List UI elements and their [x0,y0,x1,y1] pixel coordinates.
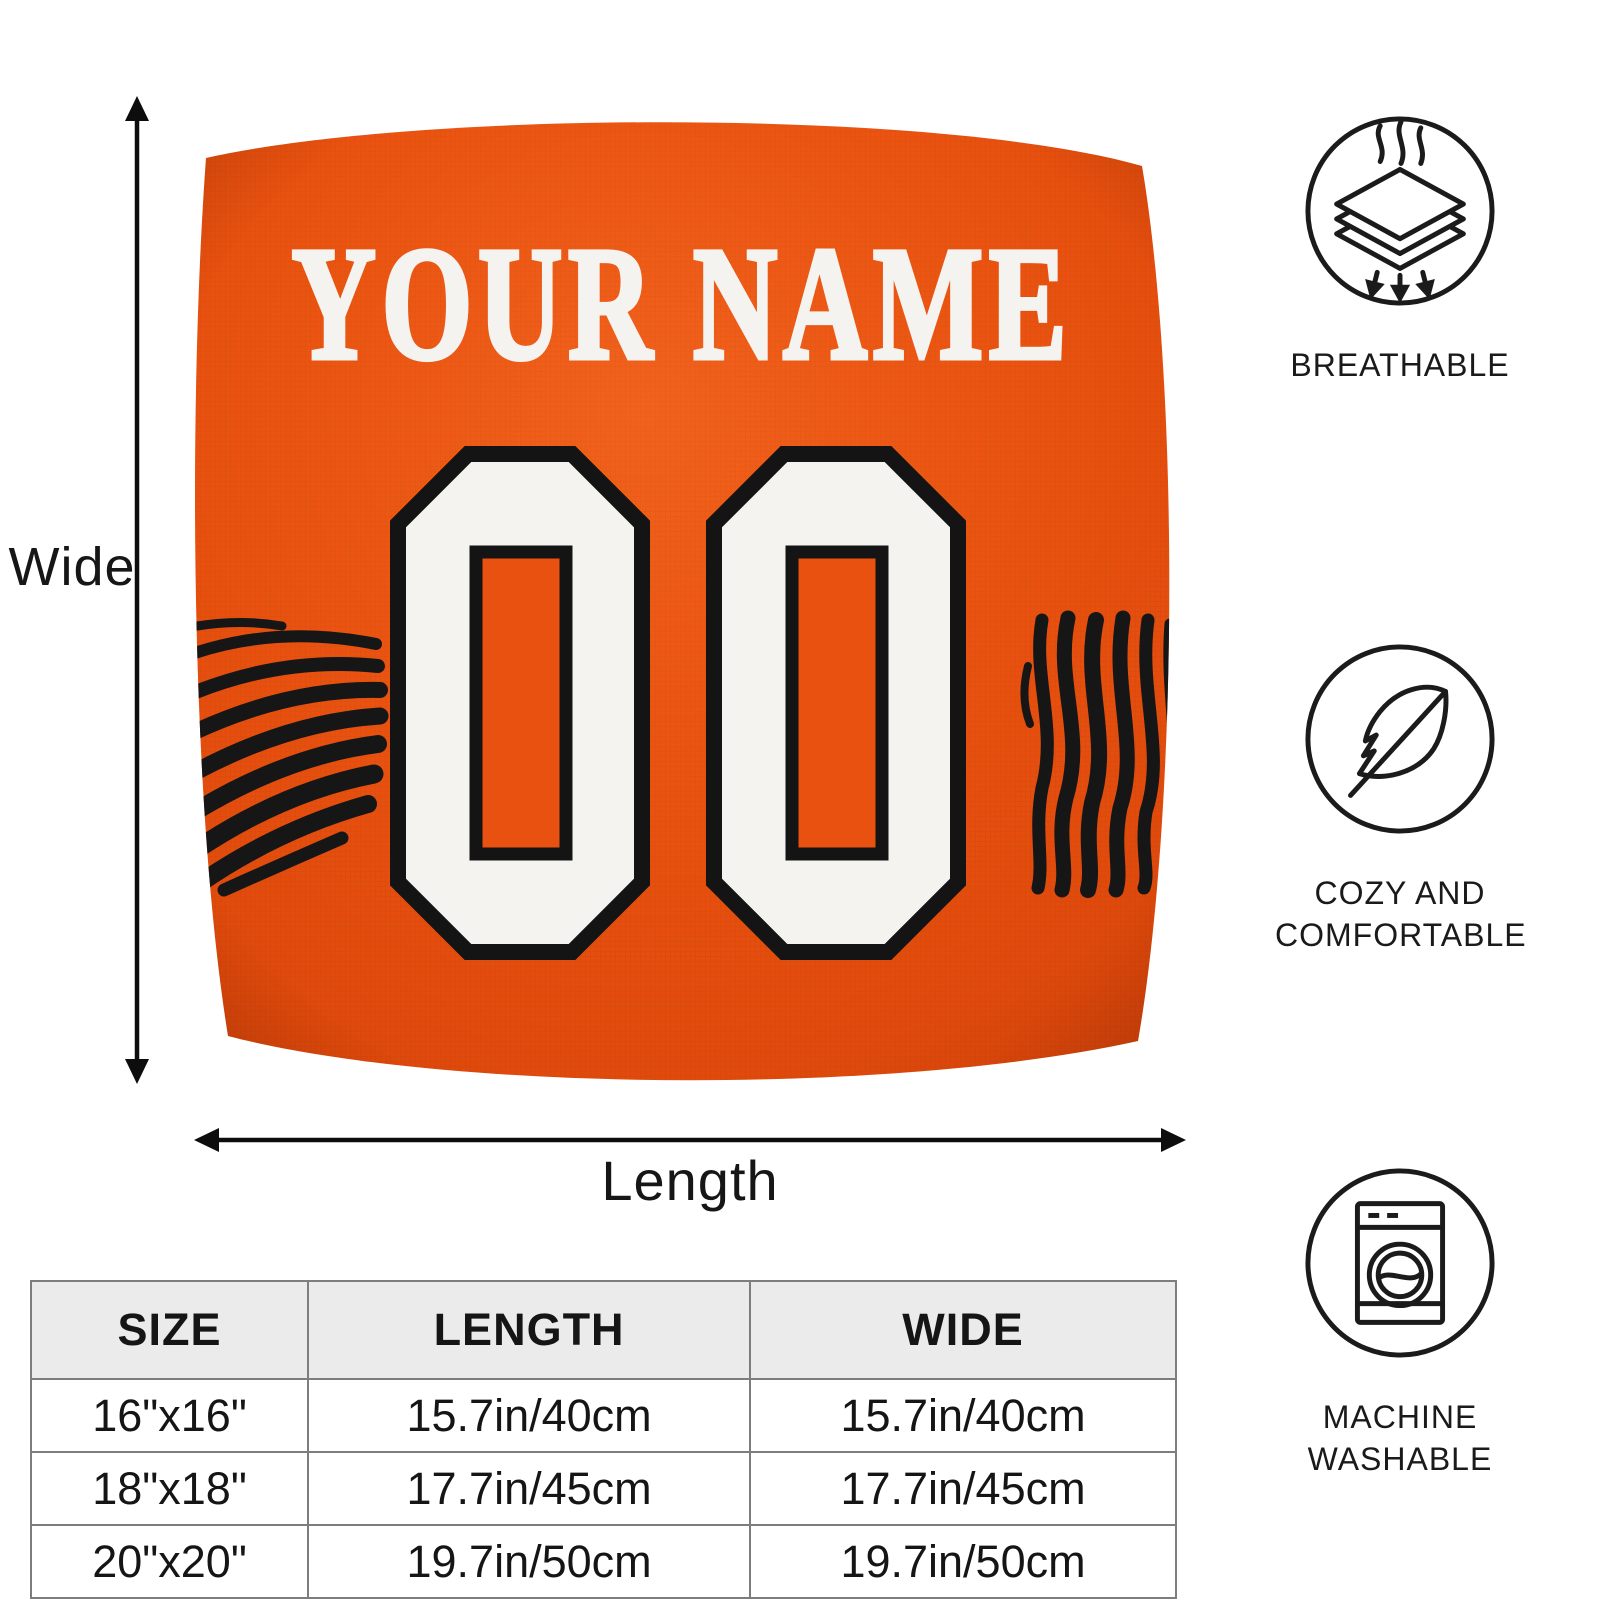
zipper-detail [1145,166,1162,235]
pillow-graphic: YOUR NAME [195,122,1170,1081]
wide-cell: 15.7in/40cm [749,1378,1177,1453]
length-cell: 17.7in/45cm [307,1451,752,1526]
feature-label: COZY AND COMFORTABLE [1275,875,1527,954]
size-column-header: SIZE [29,1280,310,1380]
jersey-number-digit [706,446,966,960]
feather-icon [1305,644,1495,834]
length-column-header: LENGTH [307,1280,752,1380]
length-cell: 15.7in/40cm [307,1378,752,1453]
size-chart-table: SIZE LENGTH WIDE 16"x16" 15.7in/40cm 15.… [29,1280,1177,1599]
length-dimension-label: Length [601,1149,779,1212]
table-row: 20"x20" 19.7in/50cm 19.7in/50cm [29,1524,1177,1599]
length-cell: 19.7in/50cm [307,1524,752,1599]
jersey-number-digit [390,446,650,960]
wide-column-header: WIDE [749,1280,1177,1380]
size-cell: 18"x18" [29,1451,310,1526]
wide-cell: 17.7in/45cm [749,1451,1177,1526]
table-row: 18"x18" 17.7in/45cm 17.7in/45cm [29,1451,1177,1526]
size-chart-header-row: SIZE LENGTH WIDE [29,1280,1177,1380]
feature-cozy: COZY AND COMFORTABLE [1252,640,1548,956]
wide-dimension-label: Wide [8,537,136,597]
table-row: 16"x16" 15.7in/40cm 15.7in/40cm [29,1378,1177,1453]
jersey-number [390,446,966,960]
washing-machine-icon [1305,1168,1495,1358]
wide-dimension-arrow [125,96,149,1084]
jersey-name-text: YOUR NAME [292,213,1073,393]
feature-breathable: BREATHABLE [1252,112,1548,386]
size-cell: 16"x16" [29,1378,310,1453]
breathable-layers-icon [1305,116,1495,306]
size-cell: 20"x20" [29,1524,310,1599]
feature-washable: MACHINE WASHABLE [1252,1164,1548,1480]
wide-cell: 19.7in/50cm [749,1524,1177,1599]
feature-label: BREATHABLE [1290,347,1510,383]
length-dimension-arrow [194,1128,1186,1152]
feature-label: MACHINE WASHABLE [1307,1399,1493,1478]
